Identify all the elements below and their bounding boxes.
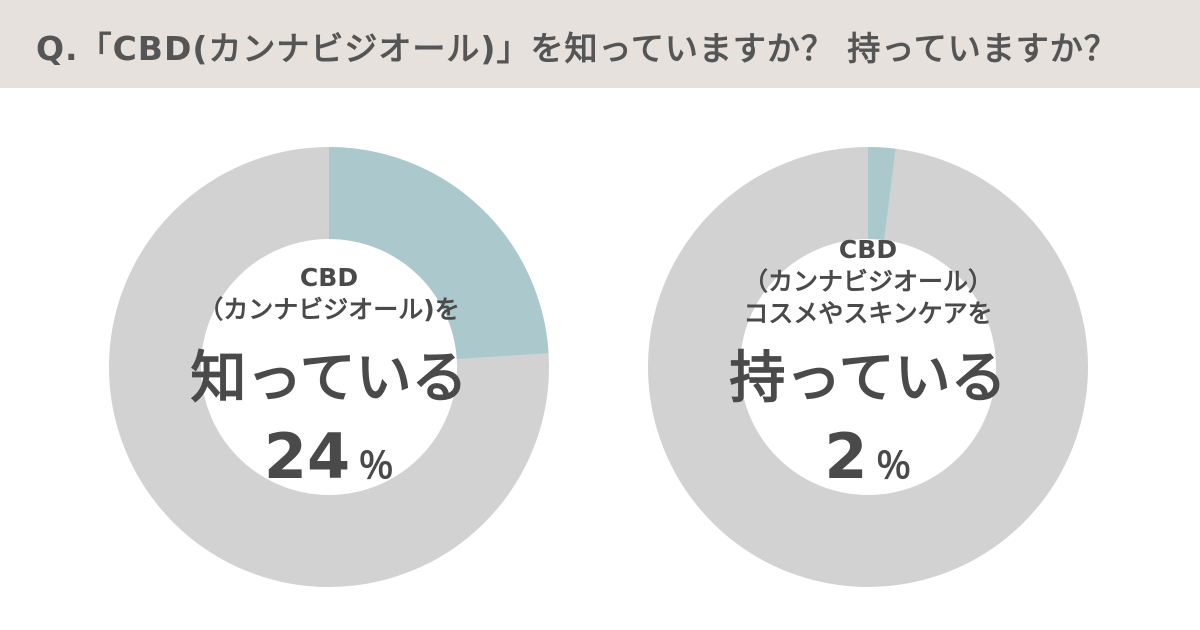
percent-value-know: 24 ％ (109, 422, 549, 502)
percent-number-know: 24 (263, 420, 351, 493)
donut-svg-know (109, 147, 549, 587)
label-line-cbd: CBD (299, 263, 359, 292)
label-line-cannabidiol-own: （カンナビジオール） (742, 267, 993, 296)
center-label-own: CBD （カンナビジオール） コスメやスキンケアを 持っている 2 ％ (648, 147, 1088, 587)
label-line-cosme: コスメやスキンケアを (743, 299, 993, 328)
ring-highlight-know (327, 147, 549, 361)
donut-svg-own (648, 147, 1088, 587)
percent-number-own: 2 (824, 420, 868, 493)
page-title: Q.「CBD(カンナビジオール)」を知っていますか？ 持っていますか？ (36, 29, 1118, 68)
percent-unit-own: ％ (875, 446, 912, 487)
donut-chart-own: CBD （カンナビジオール） コスメやスキンケアを 持っている 2 ％ (648, 147, 1088, 587)
donut-chart-know: CBD （カンナビジオール)を 知っている 24 ％ (109, 147, 549, 587)
label-line-cannabidiol: （カンナビジオール)を (198, 295, 460, 324)
label-line-cbd-own: CBD (838, 235, 898, 264)
main-label-own: 持っている (729, 346, 1007, 411)
title-bar: Q.「CBD(カンナビジオール)」を知っていますか？ 持っていますか？ (0, 0, 1200, 88)
main-label-know: 知っている (190, 346, 468, 411)
percent-value-own: 2 ％ (648, 422, 1088, 502)
ring-highlight-own (867, 147, 896, 241)
center-label-know: CBD （カンナビジオール)を 知っている 24 ％ (109, 147, 549, 587)
percent-unit-know: ％ (358, 446, 395, 487)
